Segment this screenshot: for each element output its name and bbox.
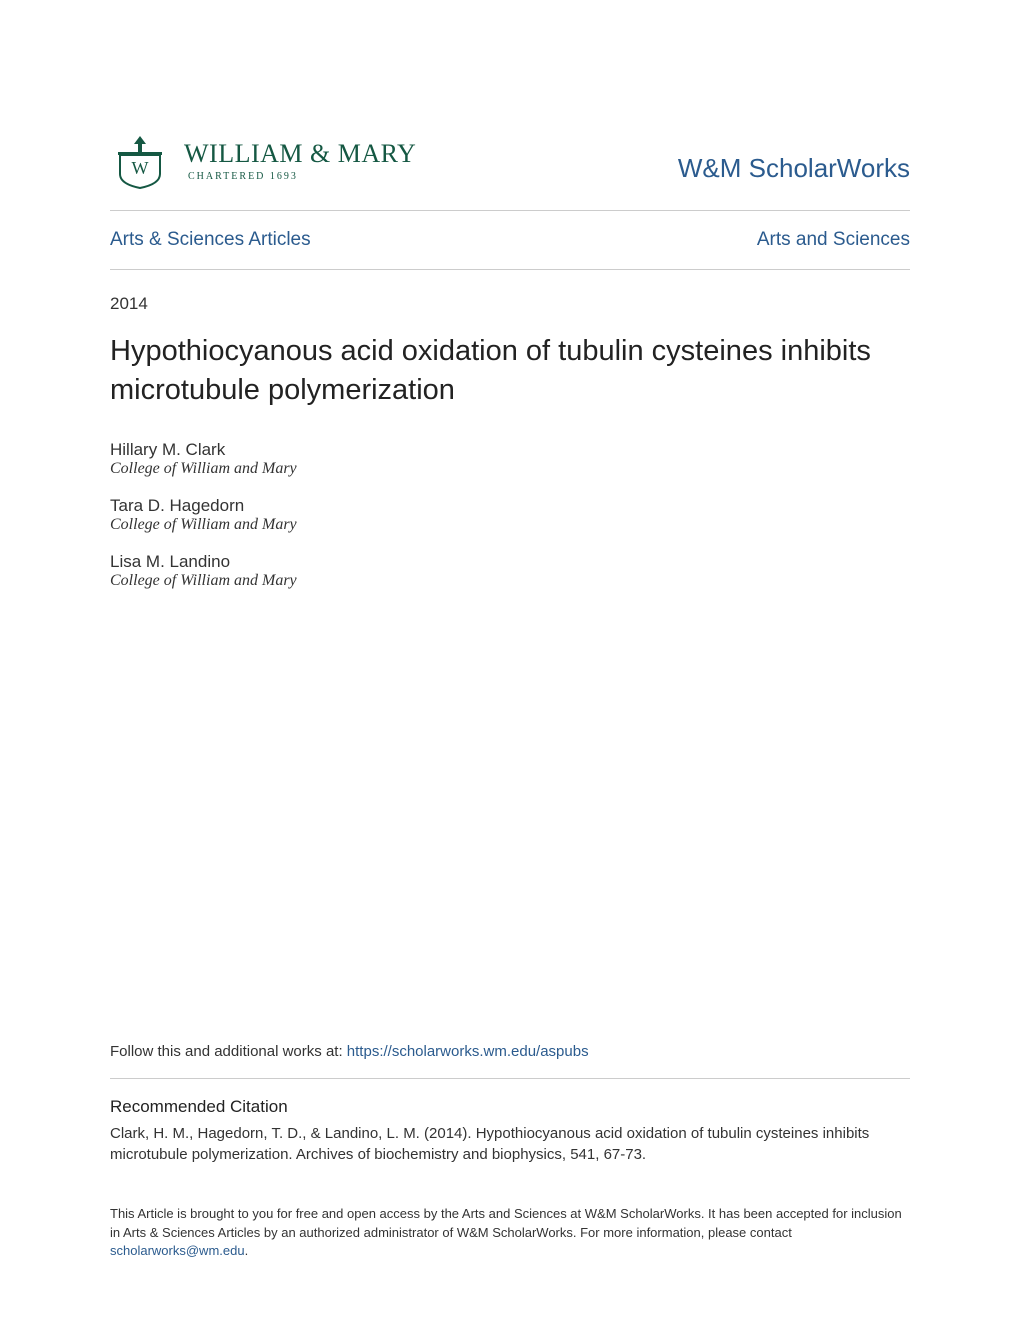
institution-name: WILLIAM & MARY: [184, 139, 416, 169]
page-container: W WILLIAM & MARY CHARTERED 1693 W&M Scho…: [0, 0, 1020, 1320]
spacer: [110, 608, 910, 1043]
institution-text: WILLIAM & MARY CHARTERED 1693: [184, 139, 416, 182]
breadcrumb-collection[interactable]: Arts & Sciences Articles: [110, 229, 311, 251]
author-name: Tara D. Hagedorn: [110, 496, 910, 516]
repository-link[interactable]: W&M ScholarWorks: [678, 153, 910, 190]
follow-works: Follow this and additional works at: htt…: [110, 1043, 910, 1060]
institution-charter: CHARTERED 1693: [188, 171, 416, 182]
contact-email-link[interactable]: scholarworks@wm.edu: [110, 1243, 245, 1258]
author-block: Tara D. Hagedorn College of William and …: [110, 496, 910, 534]
divider-breadcrumb: [110, 269, 910, 270]
citation-heading: Recommended Citation: [110, 1097, 910, 1117]
svg-text:W: W: [132, 158, 149, 178]
author-affiliation: College of William and Mary: [110, 460, 910, 478]
author-block: Hillary M. Clark College of William and …: [110, 440, 910, 478]
follow-link[interactable]: https://scholarworks.wm.edu/aspubs: [347, 1043, 589, 1060]
publication-year: 2014: [110, 294, 910, 314]
breadcrumb-row: Arts & Sciences Articles Arts and Scienc…: [110, 211, 910, 269]
author-name: Lisa M. Landino: [110, 552, 910, 572]
institution-logo[interactable]: W WILLIAM & MARY CHARTERED 1693: [110, 130, 416, 190]
citation-body: Clark, H. M., Hagedorn, T. D., & Landino…: [110, 1123, 910, 1165]
disclaimer-suffix: .: [245, 1243, 249, 1258]
disclaimer: This Article is brought to you for free …: [110, 1205, 910, 1260]
article-title: Hypothiocyanous acid oxidation of tubuli…: [110, 332, 910, 410]
disclaimer-text: This Article is brought to you for free …: [110, 1206, 902, 1239]
author-name: Hillary M. Clark: [110, 440, 910, 460]
follow-prefix: Follow this and additional works at:: [110, 1043, 347, 1060]
breadcrumb-parent[interactable]: Arts and Sciences: [757, 229, 910, 251]
divider-citation: [110, 1078, 910, 1079]
header-row: W WILLIAM & MARY CHARTERED 1693 W&M Scho…: [110, 130, 910, 210]
author-affiliation: College of William and Mary: [110, 516, 910, 534]
crest-icon: W: [110, 130, 170, 190]
author-block: Lisa M. Landino College of William and M…: [110, 552, 910, 590]
author-affiliation: College of William and Mary: [110, 572, 910, 590]
